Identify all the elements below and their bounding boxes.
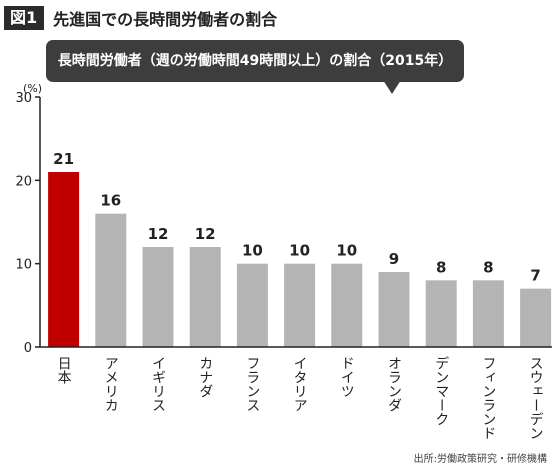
bar-value-label: 21 [53,150,74,168]
category-label: フランス [244,356,260,412]
category-label: カナダ [197,356,213,398]
bar [472,280,504,347]
bar-value-label: 16 [100,192,121,210]
bar [520,288,552,347]
figure-header: 図1 先進国での長時間労働者の割合 [0,6,277,30]
bar [378,272,410,347]
bar [48,172,80,347]
bar-value-label: 12 [195,225,216,243]
bar-value-label: 10 [242,242,263,260]
y-tick-label: 10 [15,258,32,273]
category-label: 日本 [56,356,72,384]
bar [236,263,268,347]
bar [331,263,363,347]
bar [284,263,316,347]
bar [425,280,457,347]
category-label: イタリア [292,356,308,412]
category-label: ドイツ [339,356,355,398]
bar-value-label: 10 [289,242,310,260]
y-tick-label: 20 [15,174,32,189]
y-tick-label: 30 [15,91,32,106]
bar-value-label: 8 [483,258,493,276]
figure-label: 図1 [4,6,45,30]
bar-value-label: 12 [148,225,169,243]
chart-title-bubble: 長時間労働者（週の労働時間49時間以上）の割合（2015年） [46,40,464,82]
category-label: スウェーデン [528,356,544,440]
bar [142,247,174,347]
bar-value-label: 10 [336,242,357,260]
bar-value-label: 9 [389,250,399,268]
y-unit-label: (%) [23,82,42,95]
category-label: デンマーク [433,356,449,426]
bar [189,247,221,347]
bubble-tail [383,80,401,94]
bar-value-label: 7 [530,267,540,285]
source-note: 出所:労働政策研究・研修機構 [413,454,547,465]
category-label: フィンランド [480,356,496,440]
figure-title: 先進国での長時間労働者の割合 [53,10,278,29]
bar-value-label: 8 [436,258,446,276]
y-tick-label: 0 [24,341,32,356]
category-label: オランダ [386,356,402,412]
bar [95,213,127,347]
category-label: イギリス [150,356,166,412]
category-label: アメリカ [103,356,119,412]
